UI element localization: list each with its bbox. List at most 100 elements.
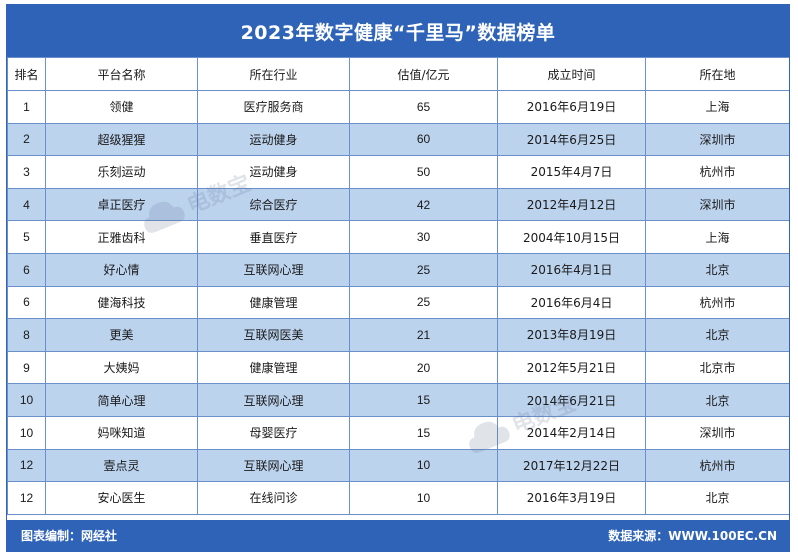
cell-valuation: 10 [349, 448, 498, 483]
table-row: 12 壹点灵 互联网心理 10 2017年12月22日 杭州市 [7, 448, 789, 483]
cell-platform: 大姨妈 [45, 350, 198, 385]
cell-rank: 2 [7, 122, 46, 157]
header-platform: 平台名称 [45, 57, 198, 91]
cell-valuation: 42 [349, 187, 498, 222]
cell-founded: 2014年6月25日 [497, 122, 646, 157]
header-founded: 成立时间 [497, 57, 646, 91]
cell-founded: 2013年8月19日 [497, 318, 646, 352]
cell-industry: 综合医疗 [197, 187, 350, 222]
cell-founded: 2014年6月21日 [497, 383, 646, 417]
cell-founded: 2016年3月19日 [497, 481, 646, 515]
cell-industry: 运动健身 [197, 122, 350, 157]
table-row: 10 简单心理 互联网心理 15 2014年6月21日 北京 [7, 383, 789, 417]
cell-rank: 3 [7, 155, 46, 189]
cell-platform: 更美 [45, 318, 198, 352]
cell-location: 北京 [645, 383, 789, 417]
cell-rank: 1 [7, 90, 46, 124]
cell-location: 北京 [645, 318, 789, 352]
cell-industry: 垂直医疗 [197, 220, 350, 254]
cell-valuation: 25 [349, 285, 498, 320]
cell-industry: 健康管理 [197, 285, 350, 320]
cell-location: 杭州市 [645, 285, 789, 320]
cell-rank: 10 [7, 383, 46, 417]
cell-founded: 2015年4月7日 [497, 155, 646, 189]
cell-platform: 妈咪知道 [45, 415, 198, 450]
cell-rank: 5 [7, 220, 46, 254]
header-rank: 排名 [7, 57, 46, 91]
cell-valuation: 25 [349, 252, 498, 287]
table-row: 4 卓正医疗 综合医疗 42 2012年4月12日 深圳市 [7, 187, 789, 222]
cell-platform: 乐刻运动 [45, 155, 198, 189]
cell-platform: 领健 [45, 90, 198, 124]
header-location: 所在地 [645, 57, 789, 91]
table-body: 1 领健 医疗服务商 65 2016年6月19日 上海 2 超级猩猩 运动健身 60 2014年6月… [7, 90, 789, 515]
cell-valuation: 65 [349, 90, 498, 124]
cell-location: 北京 [645, 481, 789, 515]
cell-valuation: 50 [349, 155, 498, 189]
table-row: 3 乐刻运动 运动健身 50 2015年4月7日 杭州市 [7, 155, 789, 189]
cell-rank: 4 [7, 187, 46, 222]
cell-founded: 2004年10月15日 [497, 220, 646, 254]
cell-location: 杭州市 [645, 155, 789, 189]
cell-valuation: 15 [349, 383, 498, 417]
cell-industry: 互联网心理 [197, 383, 350, 417]
table-row: 6 健海科技 健康管理 25 2016年6月4日 杭州市 [7, 285, 789, 320]
cell-industry: 互联网心理 [197, 252, 350, 287]
cell-industry: 医疗服务商 [197, 90, 350, 124]
cell-rank: 6 [7, 252, 46, 287]
table-row: 2 超级猩猩 运动健身 60 2014年6月25日 深圳市 [7, 122, 789, 157]
cell-founded: 2017年12月22日 [497, 448, 646, 483]
table-row: 9 大姨妈 健康管理 20 2012年5月21日 北京市 [7, 350, 789, 385]
footer-credit: 图表编制：网经社 [21, 529, 118, 543]
cell-industry: 运动健身 [197, 155, 350, 189]
cell-valuation: 60 [349, 122, 498, 157]
cell-valuation: 10 [349, 481, 498, 515]
cell-rank: 12 [7, 448, 46, 483]
table-row: 12 安心医生 在线问诊 10 2016年3月19日 北京 [7, 481, 789, 515]
cell-industry: 在线问诊 [197, 481, 350, 515]
cell-location: 深圳市 [645, 415, 789, 450]
cell-location: 上海 [645, 90, 789, 124]
cell-location: 杭州市 [645, 448, 789, 483]
table-title: 2023年数字健康“千里马”数据榜单 [7, 5, 789, 57]
cell-location: 北京市 [645, 350, 789, 385]
cell-platform: 卓正医疗 [45, 187, 198, 222]
cell-industry: 母婴医疗 [197, 415, 350, 450]
cell-platform: 超级猩猩 [45, 122, 198, 157]
cell-founded: 2016年6月19日 [497, 90, 646, 124]
cell-industry: 互联网心理 [197, 448, 350, 483]
cell-industry: 健康管理 [197, 350, 350, 385]
footer-source: 数据来源：WWW.100EC.CN [608, 529, 777, 543]
cell-founded: 2016年4月1日 [497, 252, 646, 287]
cell-founded: 2012年4月12日 [497, 187, 646, 222]
cell-founded: 2012年5月21日 [497, 350, 646, 385]
table-row: 8 更美 互联网医美 21 2013年8月19日 北京 [7, 318, 789, 352]
cell-rank: 6 [7, 285, 46, 320]
cell-valuation: 20 [349, 350, 498, 385]
ranking-table-card: 2023年数字健康“千里马”数据榜单 排名 平台名称 所在行业 估值/亿元 成立… [6, 4, 790, 552]
cell-location: 深圳市 [645, 187, 789, 222]
cell-platform: 安心医生 [45, 481, 198, 515]
cell-location: 深圳市 [645, 122, 789, 157]
ranking-table: 排名 平台名称 所在行业 估值/亿元 成立时间 所在地 1 领健 医疗服务商 65 20… [7, 57, 789, 515]
cell-industry: 互联网医美 [197, 318, 350, 352]
cell-rank: 12 [7, 481, 46, 515]
cell-valuation: 15 [349, 415, 498, 450]
table-row: 10 妈咪知道 母婴医疗 15 2014年2月14日 深圳市 [7, 415, 789, 450]
cell-platform: 健海科技 [45, 285, 198, 320]
cell-rank: 10 [7, 415, 46, 450]
cell-rank: 9 [7, 350, 46, 385]
header-valuation: 估值/亿元 [349, 57, 498, 91]
cell-valuation: 30 [349, 220, 498, 254]
cell-location: 上海 [645, 220, 789, 254]
cell-location: 北京 [645, 252, 789, 287]
cell-platform: 好心情 [45, 252, 198, 287]
cell-valuation: 21 [349, 318, 498, 352]
table-row: 1 领健 医疗服务商 65 2016年6月19日 上海 [7, 90, 789, 124]
footer-bar: 图表编制：网经社 数据来源：WWW.100EC.CN [7, 520, 789, 551]
cell-rank: 8 [7, 318, 46, 352]
cell-platform: 正雅齿科 [45, 220, 198, 254]
cell-platform: 简单心理 [45, 383, 198, 417]
cell-founded: 2014年2月14日 [497, 415, 646, 450]
cell-founded: 2016年6月4日 [497, 285, 646, 320]
